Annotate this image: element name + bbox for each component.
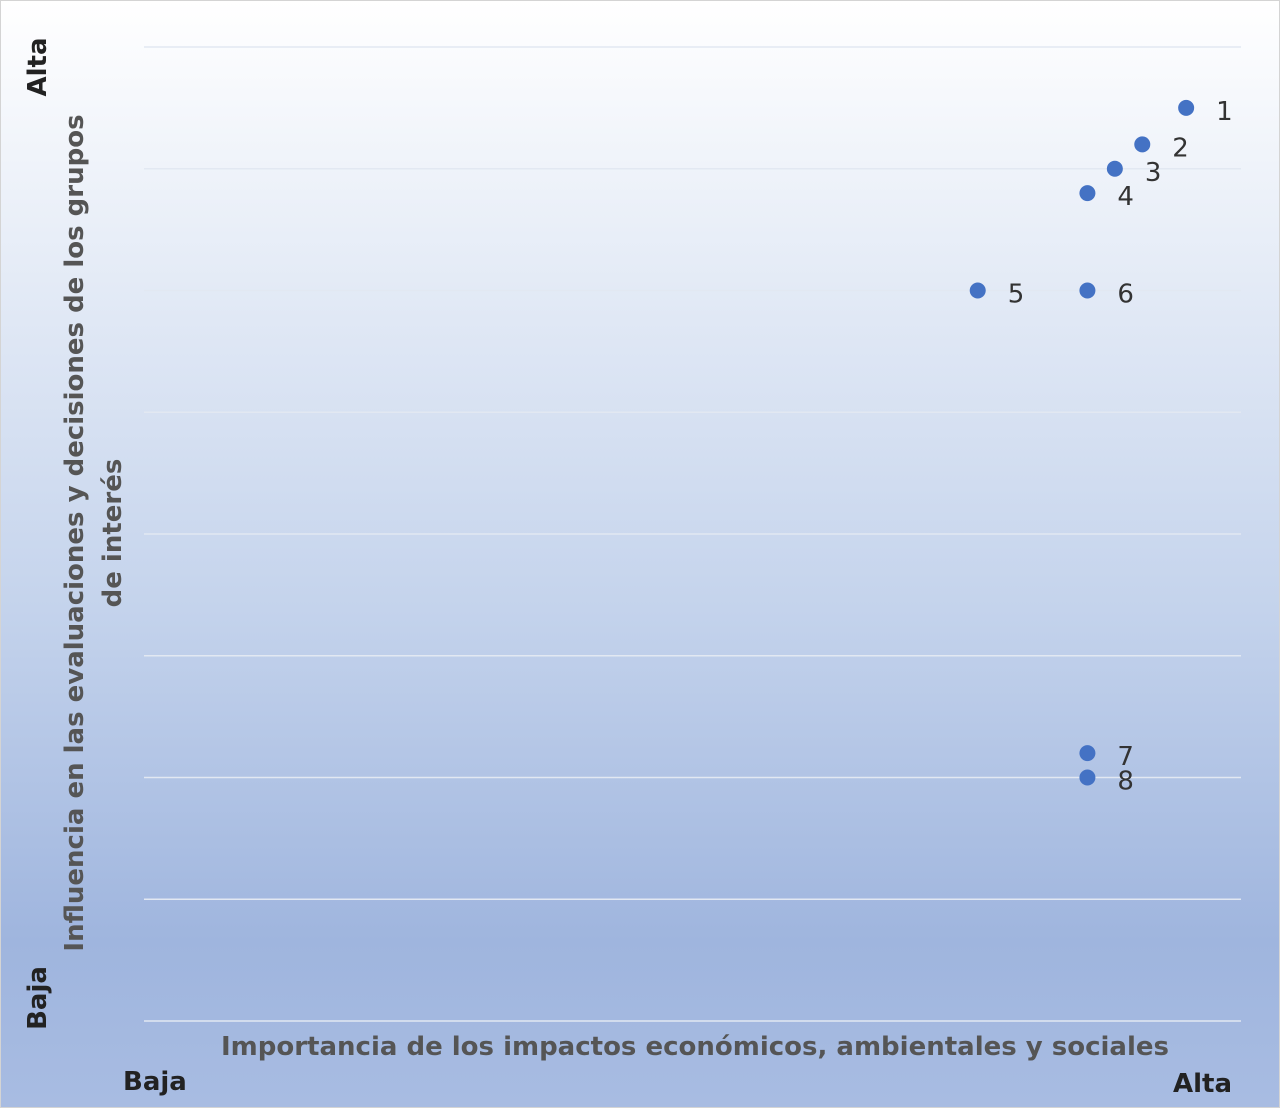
data-label: 2: [1172, 133, 1189, 163]
data-point: [1134, 136, 1151, 153]
data-point: [1079, 185, 1096, 202]
data-point: [1079, 282, 1096, 299]
data-label: 4: [1117, 182, 1134, 212]
x-axis-high-label: Alta: [1173, 1069, 1233, 1099]
data-point: [1079, 769, 1096, 786]
data-point: [1178, 99, 1195, 116]
data-label: 7: [1117, 742, 1134, 772]
y-axis-title: Influencia en las evaluaciones y decisio…: [60, 114, 128, 952]
data-point: [1079, 745, 1096, 762]
data-label: 5: [1008, 280, 1025, 310]
gridlines: [144, 46, 1241, 1022]
data-label: 6: [1117, 280, 1134, 310]
y-axis-high-label: Alta: [23, 37, 53, 97]
data-label: 1: [1216, 97, 1233, 127]
data-label: 3: [1145, 158, 1162, 188]
data-point: [1106, 160, 1123, 177]
data-point: [969, 282, 986, 299]
x-axis-low-label: Baja: [123, 1067, 187, 1097]
y-axis-low-label: Baja: [23, 966, 53, 1030]
x-axis-title: Importancia de los impactos económicos, …: [221, 1032, 1169, 1062]
data-label: 8: [1117, 767, 1134, 797]
